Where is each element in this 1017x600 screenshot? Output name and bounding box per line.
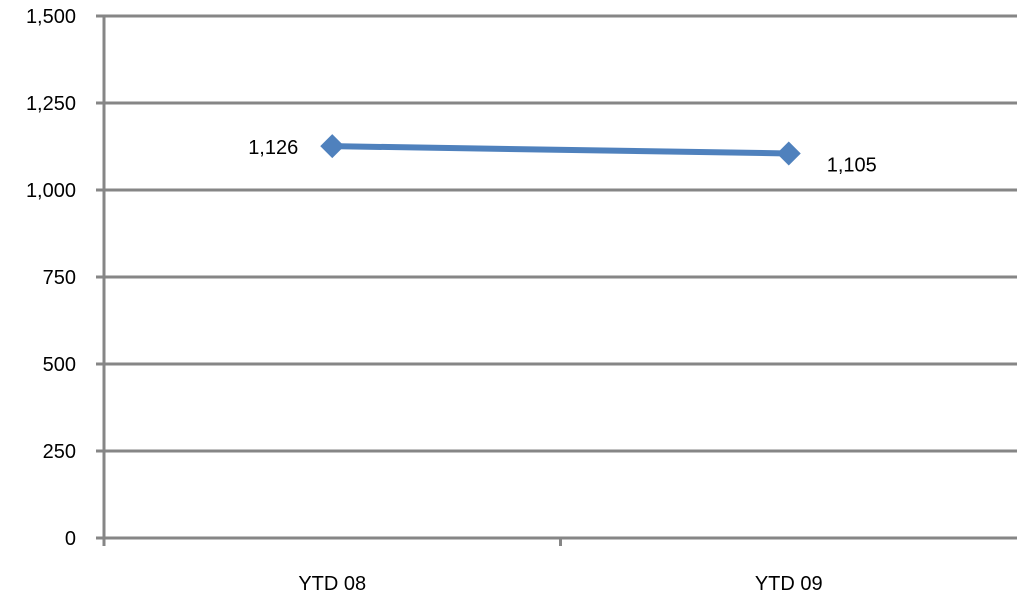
- y-tick-label: 750: [43, 267, 76, 289]
- y-tick-label: 0: [65, 528, 76, 550]
- series: [320, 134, 801, 166]
- gridlines: [104, 14, 1017, 453]
- x-tick-label: YTD 08: [298, 573, 366, 595]
- data-label: 1,105: [827, 154, 877, 176]
- series-line: [329, 143, 792, 157]
- data-labels: 1,126 1,105: [248, 137, 877, 176]
- data-point-marker: [776, 141, 801, 166]
- y-tick-labels: 0 250 500 750 1,000 1,250 1,500: [26, 6, 76, 550]
- data-point-marker: [320, 134, 345, 159]
- y-tick-label: 1,500: [26, 6, 76, 28]
- x-tick-label: YTD 09: [755, 573, 823, 595]
- y-tick-label: 500: [43, 354, 76, 376]
- x-tick-labels: YTD 08 YTD 09: [298, 573, 822, 595]
- axes: [96, 14, 1017, 546]
- y-tick-label: 1,250: [26, 93, 76, 115]
- data-label: 1,126: [248, 137, 298, 159]
- y-tick-label: 250: [43, 441, 76, 463]
- y-tick-label: 1,000: [26, 180, 76, 202]
